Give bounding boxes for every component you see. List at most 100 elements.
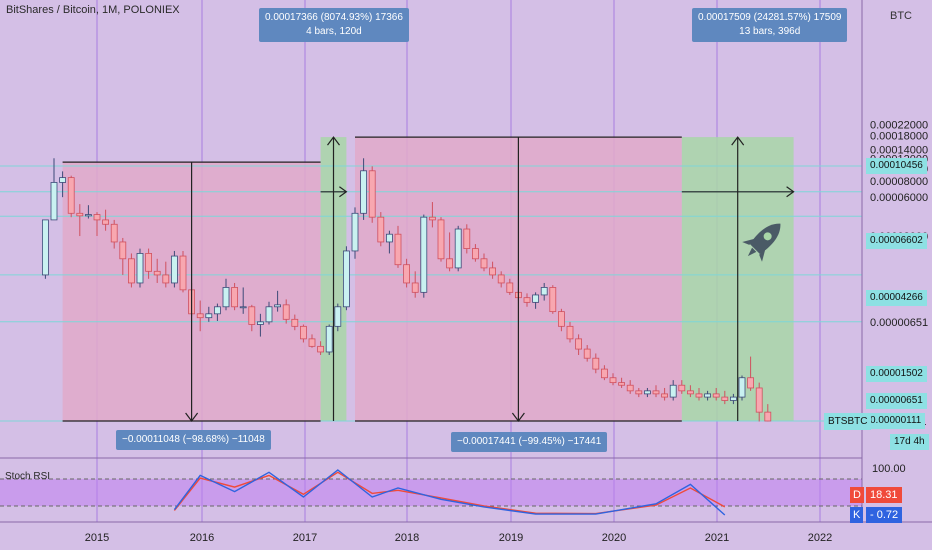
candle — [394, 225, 402, 268]
candle-body — [566, 325, 574, 340]
candle-body — [463, 228, 471, 249]
candle — [265, 301, 273, 325]
candle-body — [601, 368, 608, 379]
candle-body — [704, 393, 711, 398]
candle — [377, 212, 385, 247]
candle — [437, 217, 445, 262]
x-tick-label-2018: 2018 — [395, 532, 419, 544]
candle-body — [661, 393, 668, 398]
candle-body — [480, 258, 488, 269]
candle-body — [239, 306, 247, 309]
candle — [360, 158, 368, 220]
candle — [454, 225, 462, 272]
candle — [403, 258, 411, 288]
rsi-level-label-1: 100.00 — [872, 463, 906, 475]
candle — [480, 253, 488, 272]
k-value-tag: - 0.72 — [866, 507, 902, 523]
tooltip-rise-2-bars: 13 bars, 396d — [739, 26, 801, 37]
tooltip-drop-1: −0.00011048 (−98.68%) −11048 — [116, 430, 271, 450]
candle — [704, 390, 711, 401]
candle-body — [248, 306, 256, 325]
candle — [471, 244, 479, 262]
projection-mid-arrowhead-2 — [339, 186, 348, 198]
candle — [334, 303, 342, 332]
candle-body — [454, 228, 462, 269]
stoch-rsi-k-line — [173, 469, 726, 516]
candle-body — [678, 384, 686, 392]
candle — [661, 387, 668, 401]
price-tag-level-4[interactable]: 0.00001502 — [866, 366, 927, 382]
candle-body — [179, 255, 187, 291]
price-tag-level-2[interactable]: 0.00006602 — [866, 233, 927, 249]
stoch-rsi-band — [0, 479, 862, 506]
candle-body — [652, 390, 660, 395]
candle — [299, 324, 307, 343]
candle-body — [403, 264, 411, 284]
candle — [730, 393, 737, 405]
candle-body — [170, 255, 178, 284]
x-tick-label-2022: 2022 — [808, 532, 832, 544]
candle-body — [738, 377, 746, 398]
candle-body — [85, 214, 92, 217]
candle — [196, 300, 204, 332]
candle — [540, 282, 548, 301]
candle-body — [76, 212, 84, 217]
tooltip-rise-2: 0.00017509 (24281.57%) 17509 13 bars, 39… — [692, 8, 848, 42]
tooltip-rise-2-value: 0.00017509 (24281.57%) 17509 — [698, 12, 842, 23]
candle — [678, 380, 686, 394]
candle-body — [489, 267, 497, 276]
rocket-icon — [742, 223, 781, 262]
candle-body — [583, 348, 591, 359]
candle — [463, 224, 471, 254]
projection-mid-arrowhead-4 — [786, 186, 795, 198]
candle-body — [497, 274, 505, 284]
candle-body — [299, 325, 307, 340]
price-tag-level-3[interactable]: 0.00004266 — [866, 290, 927, 306]
projection-lines[interactable] — [62, 136, 795, 422]
candle — [523, 293, 531, 307]
candle — [351, 207, 359, 259]
candle-body — [764, 411, 772, 422]
candle-body — [93, 214, 101, 221]
candle — [50, 158, 58, 221]
candles[interactable] — [42, 158, 772, 422]
candle — [110, 219, 118, 249]
candle — [411, 271, 419, 298]
stoch-rsi-pane[interactable] — [0, 469, 862, 516]
candle-body — [222, 287, 230, 308]
tooltip-rise-1: 0.00017366 (8074.93%) 17366 4 bars, 120d — [259, 8, 409, 42]
projection-arrowhead-3 — [511, 412, 525, 422]
x-tick-label-2019: 2019 — [499, 532, 523, 544]
price-tag-level-5[interactable]: 0.00000651 — [866, 393, 927, 409]
countdown-tag: 17d 4h — [890, 434, 929, 450]
candle — [317, 341, 325, 355]
candle-body — [145, 253, 153, 272]
tooltip-drop-2: −0.00017441 (−99.45%) −17441 — [451, 432, 608, 452]
candle-body — [644, 390, 651, 395]
x-tick-label-2015: 2015 — [85, 532, 109, 544]
price-tag-last[interactable]: 0.00000111 — [866, 413, 926, 429]
candle-body — [282, 304, 290, 320]
candle-body — [274, 304, 282, 308]
y-tick-label-6: 0.00008000 — [870, 176, 928, 188]
price-tag-level-1[interactable]: 0.00010456 — [866, 158, 927, 174]
candle — [153, 258, 161, 283]
candle — [67, 175, 75, 218]
candle — [42, 219, 49, 279]
y-tick-label-9: 0.00000651 — [870, 317, 928, 329]
candle-body — [446, 258, 454, 269]
candle — [119, 237, 127, 275]
candle-body — [265, 306, 273, 323]
candle — [687, 385, 694, 398]
candle — [549, 285, 557, 314]
candle-body — [695, 393, 703, 398]
candle — [274, 290, 282, 312]
candle-body — [411, 282, 419, 293]
d-letter: D — [850, 487, 864, 503]
candle-body — [368, 170, 376, 218]
candle — [205, 306, 213, 322]
candle — [764, 404, 772, 422]
candle — [170, 250, 178, 288]
candle-body — [334, 306, 342, 327]
